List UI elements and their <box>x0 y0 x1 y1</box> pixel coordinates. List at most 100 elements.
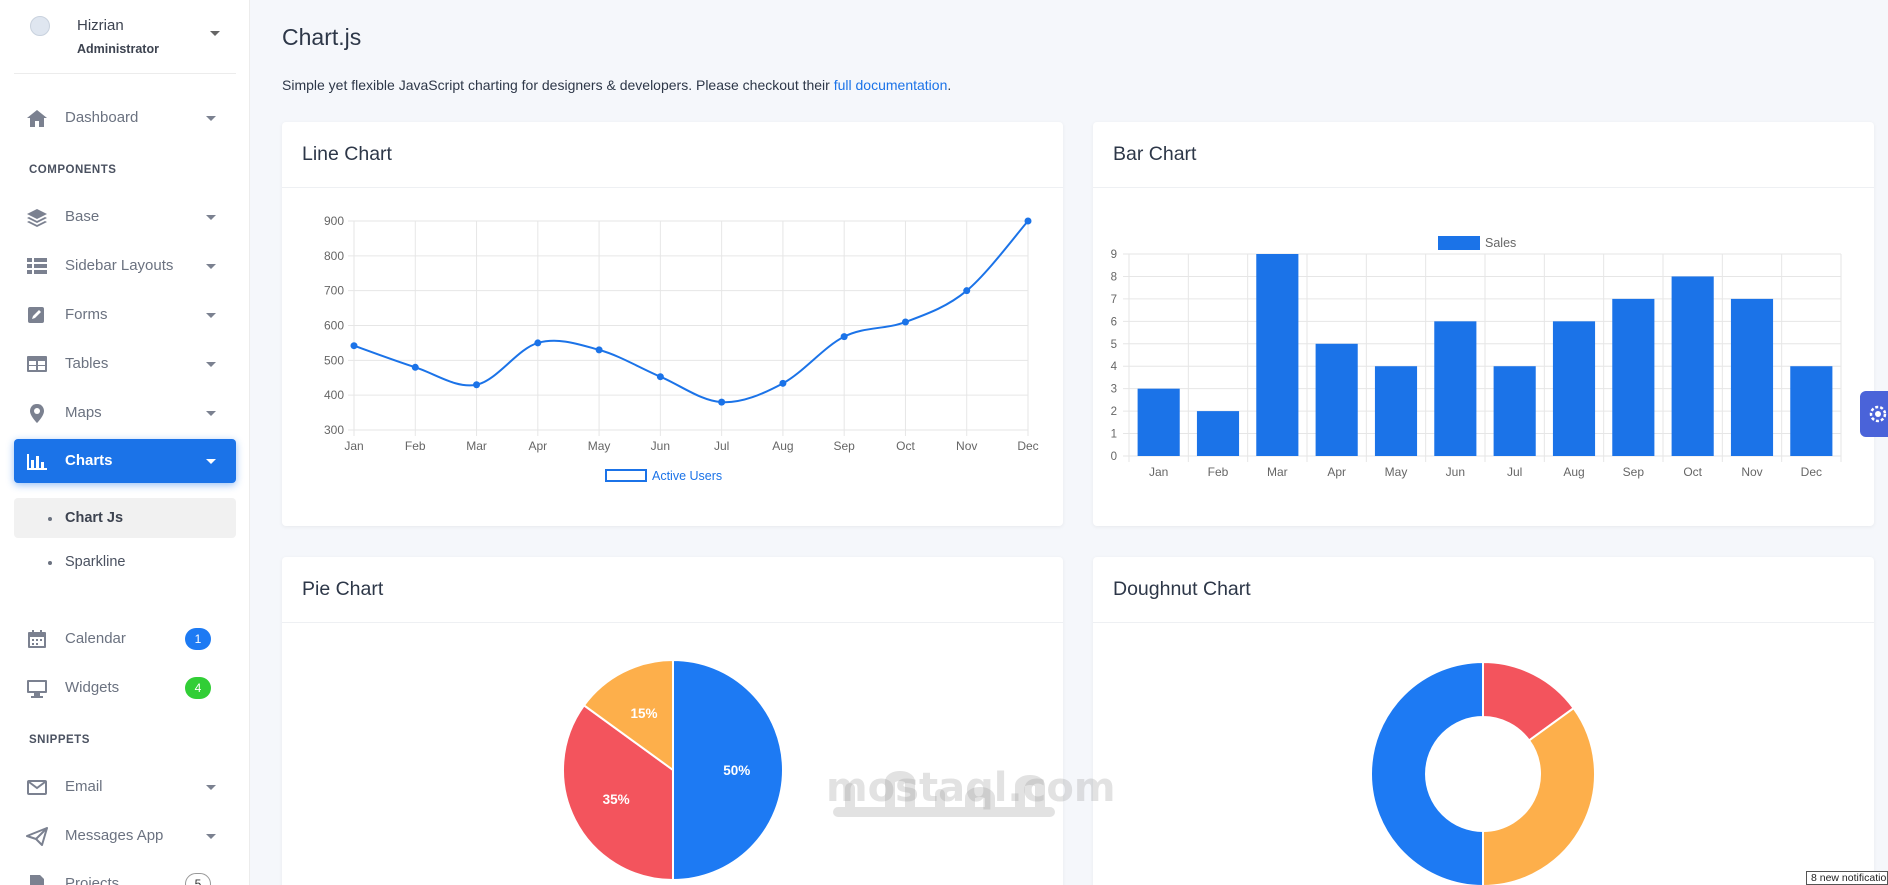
pie-chart-card: Pie Chart 50% 35% 15% <box>282 557 1063 885</box>
page-description-end: . <box>947 77 952 93</box>
file-icon <box>30 875 44 885</box>
sidebar-item-label: Forms <box>65 306 108 323</box>
sidebar-item-forms[interactable]: Forms <box>14 293 236 337</box>
bar <box>1612 298 1655 456</box>
x-tick-label: Oct <box>1683 465 1702 479</box>
chevron-down-icon <box>206 264 216 269</box>
x-tick-label: Dec <box>1017 439 1038 453</box>
desktop-icon <box>27 680 47 698</box>
x-tick-label: Oct <box>896 439 915 453</box>
sidebar-item-projects[interactable]: Projects 5 <box>14 862 236 885</box>
x-tick-label: Mar <box>466 439 487 453</box>
x-tick-label: Jan <box>344 439 363 453</box>
page-title: Chart.js <box>282 24 362 50</box>
x-tick-label: Sep <box>834 439 856 453</box>
chevron-down-icon[interactable] <box>210 31 220 36</box>
sidebar-item-label: Projects <box>65 875 120 885</box>
bullet-icon <box>48 561 52 565</box>
sidebar-item-charts[interactable]: Charts <box>14 439 236 483</box>
watermark-text: mostaql.com <box>826 765 1116 811</box>
data-point <box>411 363 419 371</box>
x-tick-label: Dec <box>1801 465 1822 479</box>
pie-chart: 50% 35% 15% <box>562 658 784 882</box>
x-tick-label: Aug <box>772 439 793 453</box>
sidebar-item-tables[interactable]: Tables <box>14 342 236 386</box>
watermark-logo <box>833 771 1055 817</box>
card-header: Doughnut Chart <box>1093 557 1874 623</box>
bar <box>1137 388 1180 456</box>
sidebar-item-label: Messages App <box>65 827 164 844</box>
projects-count-badge: 5 <box>185 873 211 885</box>
bar <box>1552 321 1596 456</box>
y-tick-label: 6 <box>1111 316 1117 328</box>
x-tick-label: Mar <box>1267 465 1288 479</box>
sidebar-item-email[interactable]: Email <box>14 765 236 809</box>
page-description: Simple yet flexible JavaScript charting … <box>282 77 951 93</box>
sidebar-item-calendar[interactable]: Calendar 1 <box>14 617 236 661</box>
sidebar-item-label: Widgets <box>65 679 120 696</box>
chevron-down-icon <box>206 785 216 790</box>
y-tick-label: 5 <box>1111 339 1117 351</box>
bar <box>1730 298 1774 456</box>
bar-chart-card: Bar Chart 0 1 2 3 4 5 6 7 8 9 Jan Feb Mar Apr May Jun Ju… <box>1093 122 1874 526</box>
y-tick-label: 4 <box>1111 361 1118 373</box>
sidebar-item-widgets[interactable]: Widgets 4 <box>14 666 236 710</box>
gear-icon <box>1869 405 1887 423</box>
bar <box>1493 366 1536 456</box>
bar-chart-icon <box>27 454 47 470</box>
y-tick-label: 1 <box>1111 429 1117 441</box>
y-tick-label: 2 <box>1111 406 1117 418</box>
sidebar-item-label: Base <box>65 208 100 225</box>
y-tick-label: 700 <box>324 284 344 298</box>
paper-plane-icon <box>26 827 48 846</box>
sidebar-item-base[interactable]: Base <box>14 195 236 239</box>
doughnut-slice <box>1482 706 1596 885</box>
legend-swatch <box>1438 236 1480 250</box>
pie-slice <box>582 658 674 772</box>
line-chart: 300 400 500 600 700 800 900 Jan Feb Mar Apr May Jun J… <box>324 214 1039 483</box>
user-role: Administrator <box>77 42 159 56</box>
user-panel[interactable]: Hizrian Administrator <box>14 0 236 74</box>
edit-icon <box>28 307 44 323</box>
chevron-down-icon <box>206 834 216 839</box>
bar <box>1315 343 1358 456</box>
card-header: Line Chart <box>282 122 1063 188</box>
sidebar-subitem-chart-js[interactable]: Chart Js <box>14 498 236 538</box>
card-title: Pie Chart <box>302 578 384 600</box>
data-point <box>534 339 542 347</box>
data-point <box>1024 217 1032 225</box>
data-point <box>595 346 603 354</box>
doughnut-chart <box>1370 660 1596 885</box>
settings-toggle-button[interactable] <box>1860 391 1888 437</box>
bar <box>1790 366 1833 456</box>
y-tick-label: 8 <box>1111 271 1117 283</box>
x-tick-label: Sep <box>1623 465 1645 479</box>
sidebar-item-maps[interactable]: Maps <box>14 391 236 435</box>
sidebar-item-sidebar-layouts[interactable]: Sidebar Layouts <box>14 244 236 288</box>
sidebar-item-dashboard[interactable]: Dashboard <box>14 96 236 140</box>
data-point <box>901 318 909 326</box>
home-icon <box>27 110 47 127</box>
card-header: Bar Chart <box>1093 122 1874 188</box>
x-tick-label: Aug <box>1563 465 1584 479</box>
data-point <box>963 287 971 295</box>
doughnut-slice <box>1370 660 1484 885</box>
sidebar-item-label: Email <box>65 778 103 795</box>
x-tick-label: Feb <box>405 439 426 453</box>
documentation-link[interactable]: full documentation <box>833 77 948 93</box>
x-tick-label: May <box>1385 465 1408 479</box>
table-icon <box>27 356 47 372</box>
chevron-down-icon <box>206 215 216 220</box>
sidebar: Hizrian Administrator Dashboard COMPONEN… <box>0 0 250 885</box>
section-title-components: COMPONENTS <box>29 164 117 176</box>
series-line-active-users <box>353 220 1029 404</box>
doughnut-chart-card: Doughnut Chart <box>1093 557 1874 885</box>
x-tick-label: Jun <box>651 439 670 453</box>
avatar <box>30 16 50 36</box>
sidebar-subitem-sparkline[interactable]: Sparkline <box>14 542 236 582</box>
sidebar-item-messages-app[interactable]: Messages App <box>14 814 236 858</box>
y-tick-label: 800 <box>324 249 344 263</box>
y-tick-label: 3 <box>1111 384 1117 396</box>
notification-toast[interactable]: 8 new notifications <box>1806 871 1888 885</box>
bullet-icon <box>48 517 52 521</box>
